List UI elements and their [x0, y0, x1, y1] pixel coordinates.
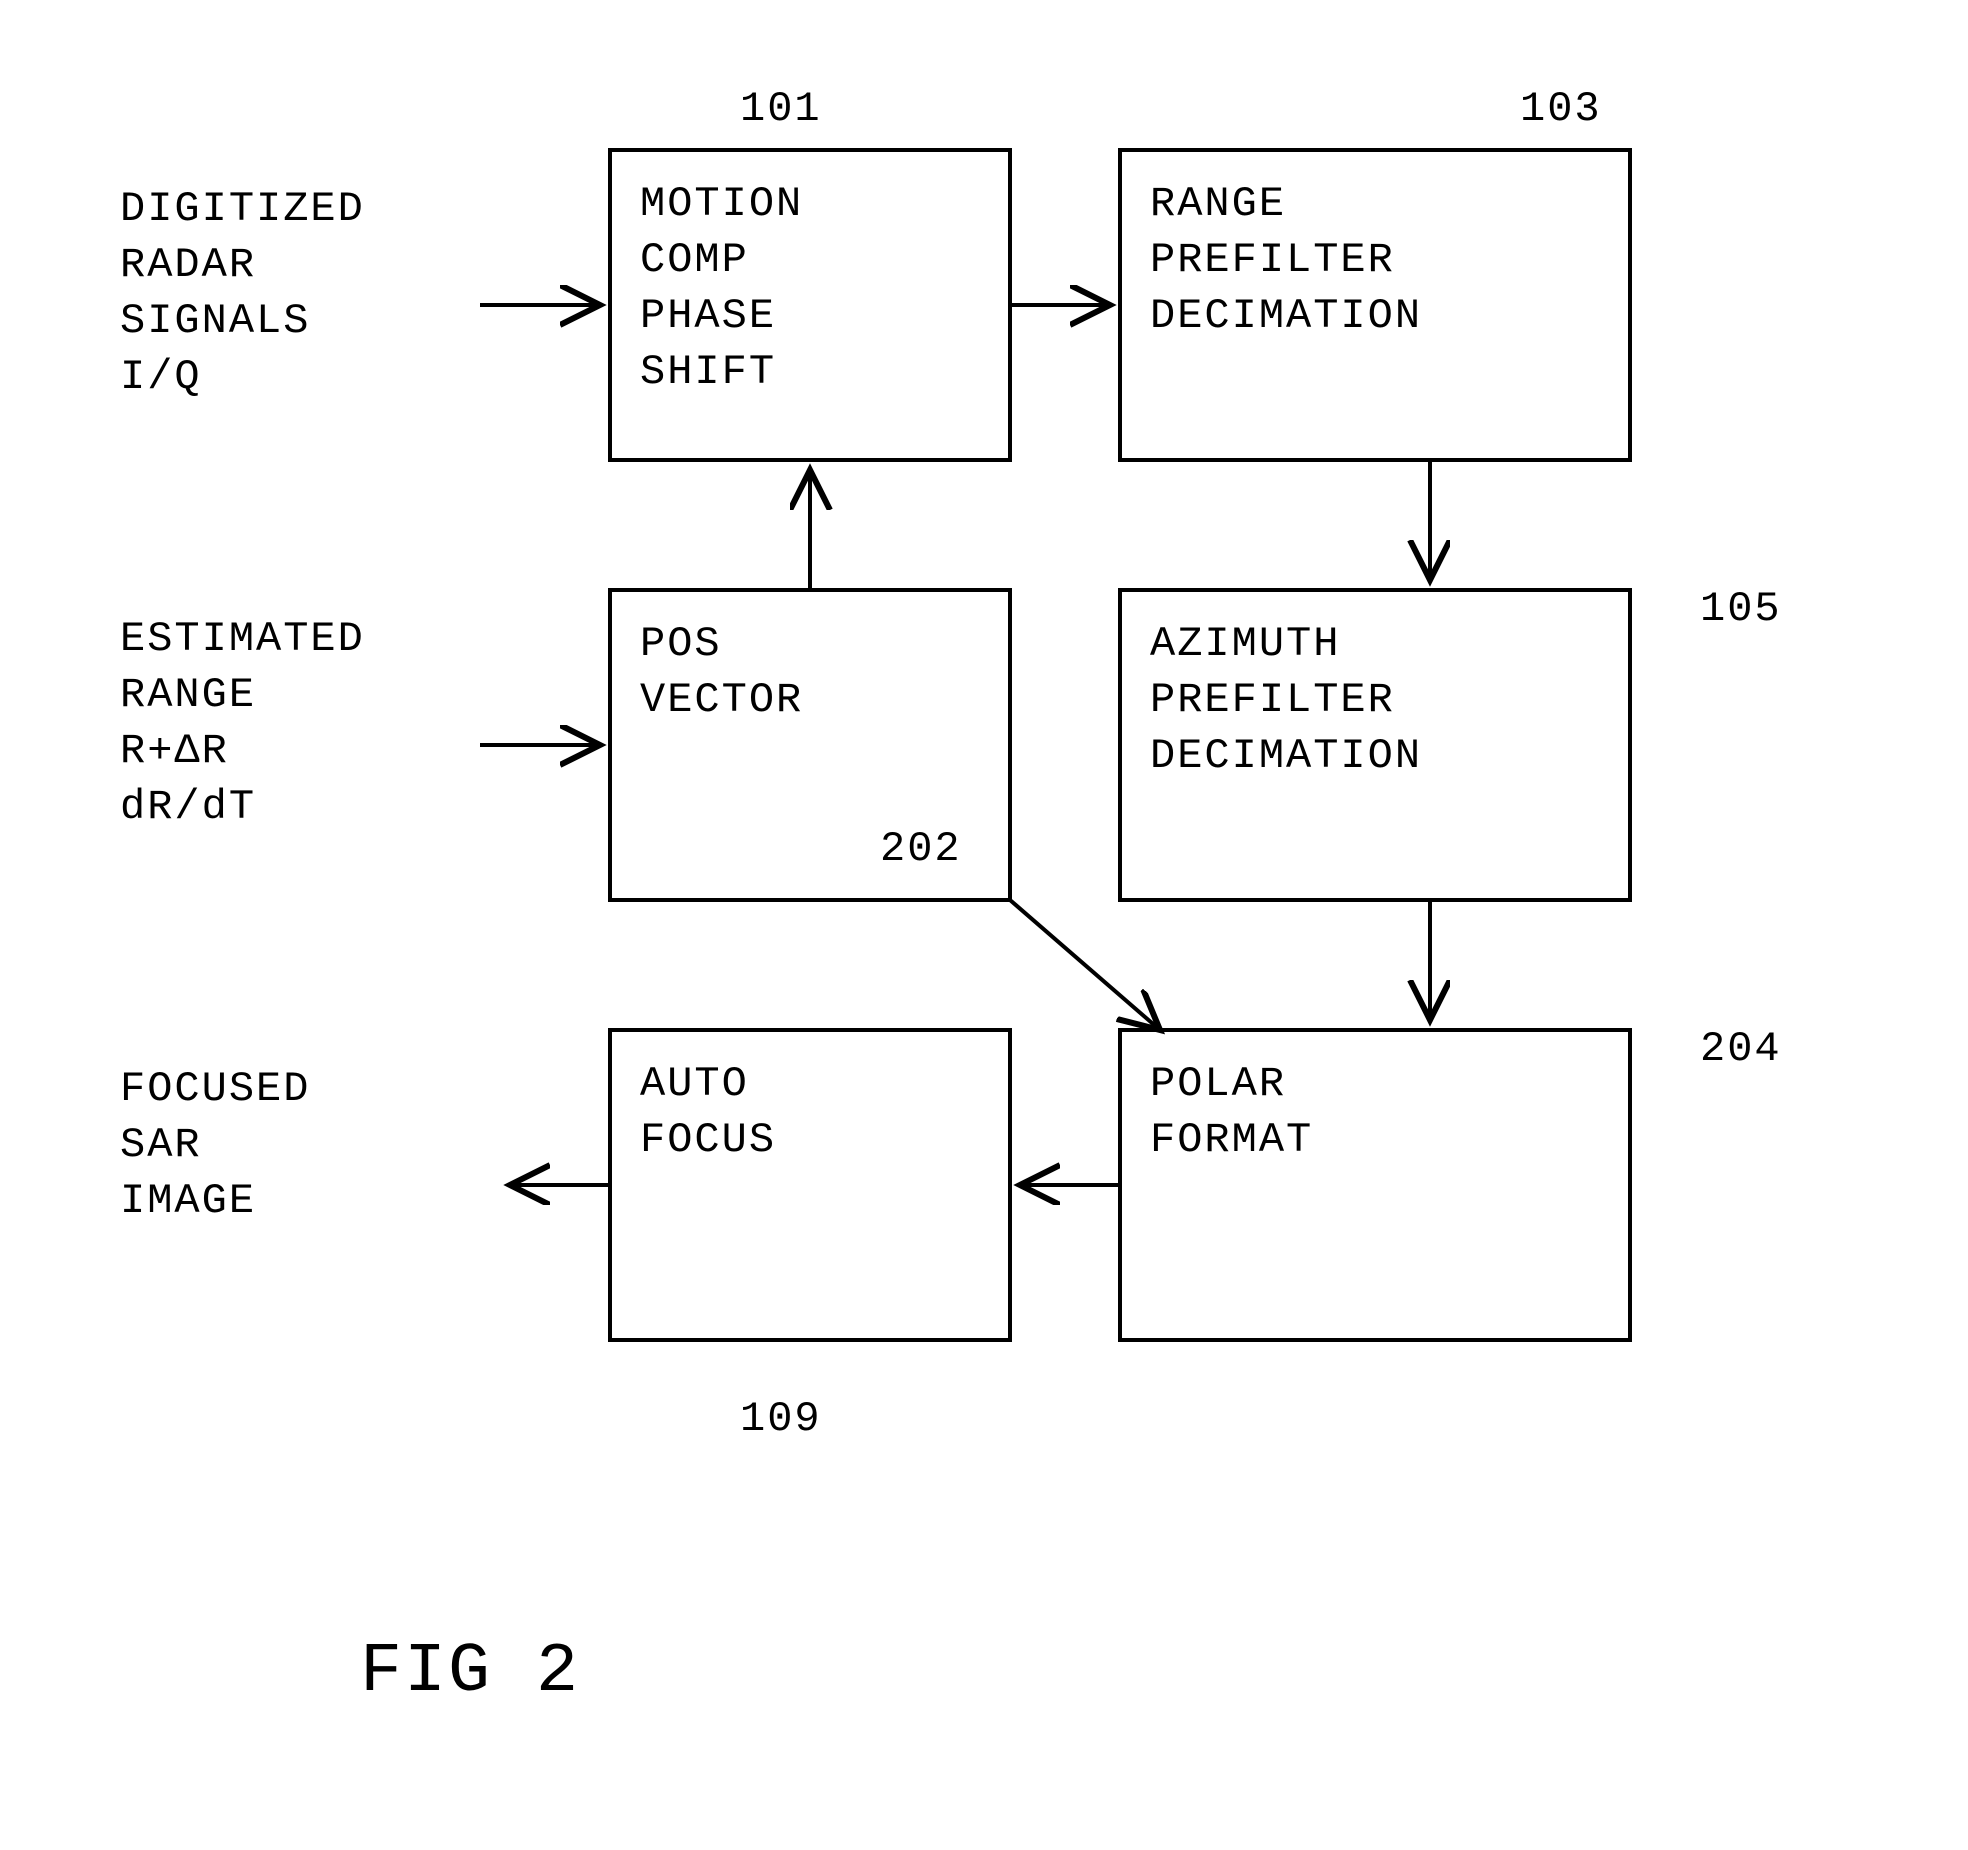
ref-label-azimuth: 105: [1700, 585, 1782, 633]
label-input2-line-0: ESTIMATED: [120, 615, 365, 663]
ref-label-polar: 204: [1700, 1025, 1782, 1073]
box-polar: POLAR FORMAT 204: [1120, 1025, 1782, 1340]
box-motion: MOTION COMP PHASE SHIFT 101: [610, 85, 1010, 460]
box-auto-line-0: AUTO: [640, 1060, 749, 1108]
box-polar-line-1: FORMAT: [1150, 1116, 1313, 1164]
box-motion-line-2: PHASE: [640, 292, 776, 340]
label-input2-line-3: dR/dT: [120, 783, 256, 831]
box-polar-line-0: POLAR: [1150, 1060, 1286, 1108]
box-auto: AUTO FOCUS 109: [610, 1030, 1010, 1443]
box-pos-line-1: VECTOR: [640, 676, 803, 724]
label-input2-line-2: R+ΔR: [120, 727, 229, 775]
ref-label-pos: 202: [880, 825, 962, 873]
diagram-canvas: MOTION COMP PHASE SHIFT 101 RANGE PREFILTER DEC…: [0, 0, 1968, 1850]
label-output-line-2: IMAGE: [120, 1177, 256, 1225]
box-range: RANGE PREFILTER DECIMATION 103: [1120, 85, 1630, 460]
box-range-line-2: DECIMATION: [1150, 292, 1422, 340]
box-azimuth-line-0: AZIMUTH: [1150, 620, 1340, 668]
label-input2: ESTIMATED RANGE R+ΔR dR/dT: [120, 615, 365, 831]
ref-label-motion: 101: [740, 85, 822, 133]
label-input1: DIGITIZED RADAR SIGNALS I/Q: [120, 185, 365, 401]
box-azimuth-line-2: DECIMATION: [1150, 732, 1422, 780]
ref-label-range: 103: [1520, 85, 1602, 133]
label-output: FOCUSED SAR IMAGE: [120, 1065, 310, 1225]
label-input1-line-1: RADAR: [120, 241, 256, 289]
label-output-line-1: SAR: [120, 1121, 202, 1169]
label-input1-line-0: DIGITIZED: [120, 185, 365, 233]
box-motion-line-0: MOTION: [640, 180, 803, 228]
box-pos: POS VECTOR 202: [610, 590, 1010, 900]
ref-label-auto: 109: [740, 1395, 822, 1443]
box-auto-line-1: FOCUS: [640, 1116, 776, 1164]
box-motion-line-1: COMP: [640, 236, 749, 284]
label-input1-line-2: SIGNALS: [120, 297, 310, 345]
label-output-line-0: FOCUSED: [120, 1065, 310, 1113]
box-range-line-1: PREFILTER: [1150, 236, 1395, 284]
figure-label: FIG 2: [360, 1633, 580, 1712]
box-azimuth-line-1: PREFILTER: [1150, 676, 1395, 724]
box-azimuth: AZIMUTH PREFILTER DECIMATION 105: [1120, 585, 1782, 900]
box-pos-line-0: POS: [640, 620, 722, 668]
label-input1-line-3: I/Q: [120, 353, 202, 401]
box-motion-line-3: SHIFT: [640, 348, 776, 396]
label-input2-line-1: RANGE: [120, 671, 256, 719]
box-range-line-0: RANGE: [1150, 180, 1286, 228]
arrow-pos-polar: [1010, 900, 1160, 1030]
